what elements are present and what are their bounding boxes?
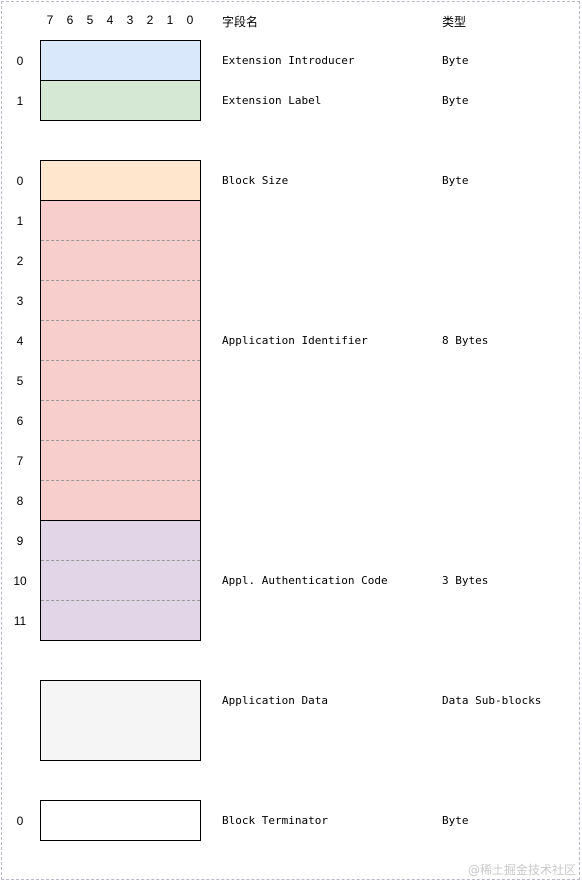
- bit-4-label: 4: [106, 13, 114, 27]
- field-application-identifier: Application Identifier: [222, 334, 368, 347]
- byte-divider: [41, 600, 200, 601]
- application-identifier-block: [40, 200, 201, 521]
- byte-divider: [41, 560, 200, 561]
- bit-3-label: 3: [126, 13, 134, 27]
- type-block-terminator: Byte: [442, 814, 469, 827]
- byte-index: 2: [16, 254, 24, 268]
- type-extension-introducer: Byte: [442, 54, 469, 67]
- byte-index: 6: [16, 414, 24, 428]
- field-extension-introducer: Extension Introducer: [222, 54, 355, 67]
- byte-index: 4: [16, 334, 24, 348]
- byte-index: 10: [13, 574, 27, 588]
- byte-divider: [41, 440, 200, 441]
- block-size-block: [40, 160, 201, 201]
- field-application-data: Application Data: [222, 694, 328, 707]
- byte-divider: [41, 320, 200, 321]
- field-authentication-code: Appl. Authentication Code: [222, 574, 388, 587]
- byte-index: 0: [16, 174, 24, 188]
- field-block-terminator: Block Terminator: [222, 814, 328, 827]
- byte-divider: [41, 480, 200, 481]
- type-application-data: Data Sub-blocks: [442, 694, 542, 707]
- type-extension-label: Byte: [442, 94, 469, 107]
- byte-index: 7: [16, 454, 24, 468]
- bit-1-label: 1: [166, 13, 174, 27]
- byte-index: 9: [16, 534, 24, 548]
- type-application-identifier: 8 Bytes: [442, 334, 489, 347]
- authentication-code-block: [40, 520, 201, 641]
- field-block-size: Block Size: [222, 174, 289, 187]
- extension-label-block: [40, 80, 201, 121]
- byte-index: 3: [16, 294, 24, 308]
- bit-6-label: 6: [66, 13, 74, 27]
- field-extension-label: Extension Label: [222, 94, 322, 107]
- field-name-header: 字段名: [222, 15, 259, 29]
- byte-divider: [41, 400, 200, 401]
- bit-5-label: 5: [86, 13, 94, 27]
- byte-divider: [41, 360, 200, 361]
- byte-index: 1: [16, 214, 24, 228]
- byte-index: 8: [16, 494, 24, 508]
- byte-index: 0: [16, 814, 24, 828]
- byte-index: 1: [16, 94, 24, 108]
- byte-index: 11: [13, 614, 27, 628]
- byte-divider: [41, 280, 200, 281]
- type-authentication-code: 3 Bytes: [442, 574, 489, 587]
- byte-index: 5: [16, 374, 24, 388]
- application-data-block: [40, 680, 201, 761]
- watermark: @稀土掘金技术社区: [467, 863, 576, 877]
- bit-0-label: 0: [186, 13, 194, 27]
- type-header: 类型: [442, 15, 467, 29]
- byte-index: 0: [16, 54, 24, 68]
- byte-divider: [41, 240, 200, 241]
- type-block-size: Byte: [442, 174, 469, 187]
- extension-introducer-block: [40, 40, 201, 81]
- block-terminator-block: [40, 800, 201, 841]
- bit-7-label: 7: [46, 13, 54, 27]
- bit-2-label: 2: [146, 13, 154, 27]
